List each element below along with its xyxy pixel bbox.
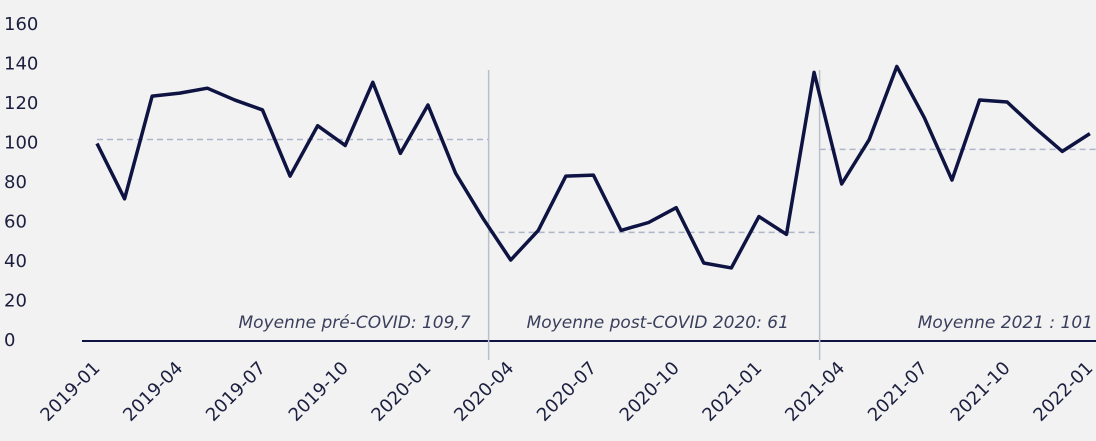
x-tick-label: 2019-10: [285, 358, 353, 426]
x-tick-label: 2019-04: [119, 358, 187, 426]
data-line: [95, 64, 1091, 270]
x-tick-label: 2020-07: [533, 358, 601, 426]
y-tick-label: 160: [4, 14, 38, 35]
y-tick-label: 120: [4, 93, 38, 114]
x-tick-label: 2021-07: [864, 358, 932, 426]
mean-annotation: Moyenne pré-COVID: 109,7: [238, 313, 470, 333]
x-tick-label: 2020-10: [616, 358, 684, 426]
x-tick-label: 2019-07: [202, 358, 270, 426]
y-tick-label: 60: [4, 212, 27, 233]
y-tick-label: 40: [4, 251, 27, 272]
x-tick-label: 2021-04: [781, 358, 849, 426]
y-tick-label: 140: [4, 54, 38, 75]
mean-annotation: Moyenne 2021 : 101: [918, 313, 1093, 333]
x-tick-label: 2020-01: [367, 358, 435, 426]
x-tick-label: 2022-01: [1029, 358, 1096, 426]
y-tick-label: 20: [4, 291, 27, 312]
y-tick-label: 100: [4, 133, 38, 154]
y-tick-label: 0: [4, 330, 15, 351]
mean-annotation: Moyenne post-COVID 2020: 61: [527, 313, 789, 333]
y-tick-label: 80: [4, 172, 27, 193]
x-tick-label: 2020-04: [450, 358, 518, 426]
x-tick-label: 2021-10: [947, 358, 1015, 426]
x-tick-label: 2021-01: [698, 358, 766, 426]
x-tick-label: 2019-01: [36, 358, 104, 426]
